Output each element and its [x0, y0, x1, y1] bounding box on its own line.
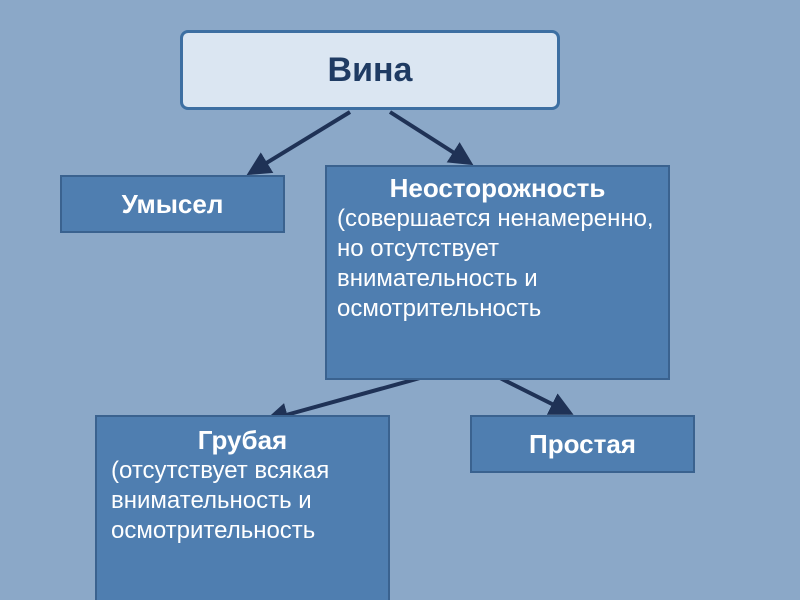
node-gross: Грубая (отсутствует всякая внимательност… [95, 415, 390, 600]
node-gross-desc: (отсутствует всякая внимательность и осм… [111, 456, 374, 546]
node-intent: Умысел [60, 175, 285, 233]
node-simple: Простая [470, 415, 695, 473]
node-root-title: Вина [201, 51, 539, 90]
node-root: Вина [180, 30, 560, 110]
node-intent-title: Умысел [74, 189, 271, 220]
node-negligence-title: Неосторожность [337, 173, 658, 204]
node-negligence-desc: (совершается ненамеренно, но отсутствует… [337, 204, 658, 324]
node-gross-title: Грубая [111, 425, 374, 456]
node-simple-title: Простая [484, 429, 681, 460]
node-negligence: Неосторожность (совершается ненамеренно,… [325, 165, 670, 380]
